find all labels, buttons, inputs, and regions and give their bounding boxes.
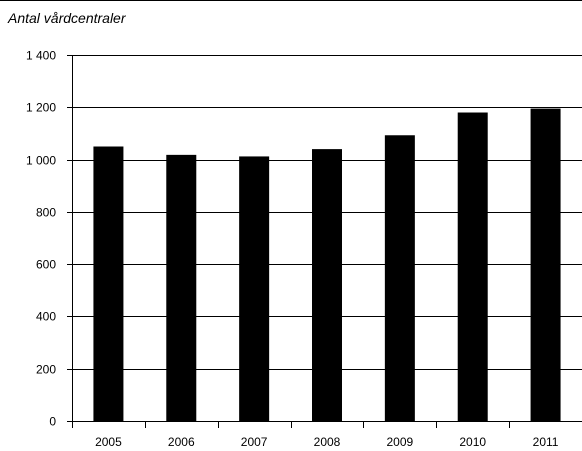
bar [384, 135, 415, 421]
y-tick-label: 200 [36, 363, 56, 377]
x-tick-label: 2006 [168, 435, 195, 449]
bar [93, 146, 124, 421]
bar [312, 149, 342, 421]
x-tick-label: 2008 [314, 435, 341, 449]
x-tick-label: 2007 [241, 435, 268, 449]
y-tick-label: 1 200 [26, 101, 56, 115]
y-tick-label: 0 [49, 415, 56, 429]
x-tick-label: 2009 [387, 435, 414, 449]
bar [166, 154, 197, 421]
chart-title: Antal vårdcentraler [8, 10, 126, 26]
y-tick-label: 1 400 [26, 49, 56, 63]
bar [457, 112, 488, 421]
y-tick-label: 600 [36, 258, 56, 272]
bar [239, 156, 270, 422]
bar [530, 108, 561, 421]
y-tick-label: 1 000 [26, 154, 56, 168]
x-tick-label: 2011 [533, 435, 559, 449]
y-tick-label: 800 [36, 206, 56, 220]
top-rule [0, 0, 582, 1]
y-tick-label: 400 [36, 310, 56, 324]
x-tick-label: 2005 [95, 435, 122, 449]
x-tick-label: 2010 [459, 435, 486, 449]
